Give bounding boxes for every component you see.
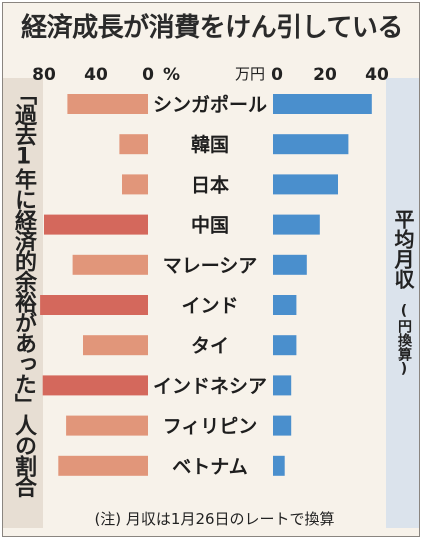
left-bar — [44, 214, 148, 235]
left-unit-label: % — [163, 65, 180, 85]
right-bar — [273, 455, 285, 476]
left-tick-label: 40 — [84, 65, 108, 85]
left-bar — [42, 375, 149, 396]
category-label: マレーシア — [163, 255, 258, 277]
left-bar — [83, 335, 148, 356]
right-bar — [273, 335, 297, 356]
left-bar — [122, 174, 148, 195]
category-label: フィリピン — [163, 416, 258, 438]
left-tick-label: 0 — [142, 65, 154, 85]
right-tick-label: 40 — [365, 65, 389, 85]
right-tick-label: 0 — [271, 65, 283, 85]
right-bar — [273, 415, 292, 436]
category-label: 中国 — [191, 214, 229, 237]
category-label: 日本 — [191, 173, 229, 196]
right-bar — [273, 174, 338, 195]
left-axis-label: 「過去1年に経済的余裕があった」人の割合 — [11, 83, 36, 496]
right-bar — [273, 375, 292, 396]
left-tick-label: 80 — [32, 65, 56, 85]
left-label-band — [3, 78, 43, 528]
right-bar — [273, 295, 297, 315]
category-label: ベトナム — [172, 456, 247, 478]
left-bar — [40, 295, 148, 315]
left-bar — [119, 134, 148, 155]
left-bar — [72, 254, 148, 275]
right-axis-sublabel: (円換算) — [396, 303, 412, 377]
category-label: 韓国 — [191, 133, 229, 156]
category-label: インドネシア — [153, 375, 267, 397]
chart-title: 経済成長が消費をけん引している — [21, 13, 403, 43]
right-tick-label: 20 — [313, 65, 337, 85]
right-bar — [273, 254, 307, 275]
right-bar — [273, 134, 349, 155]
right-label-band — [386, 78, 419, 528]
chart-frame: 経済成長が消費をけん引している 「過去1年に経済的余裕があった」人の割合 平均月… — [2, 2, 420, 537]
footnote: (注) 月収は1月26日のレートで換算 — [94, 510, 335, 528]
right-bar — [273, 214, 320, 235]
left-bar — [66, 415, 148, 436]
left-bar — [58, 455, 148, 476]
category-label: タイ — [191, 335, 229, 357]
category-label: シンガポール — [153, 93, 267, 116]
right-bar — [273, 94, 372, 114]
category-label: インド — [181, 295, 238, 317]
right-unit-label: 万円 — [235, 65, 265, 83]
right-axis-label: 平均月収 — [391, 209, 415, 289]
left-bar — [67, 94, 148, 114]
